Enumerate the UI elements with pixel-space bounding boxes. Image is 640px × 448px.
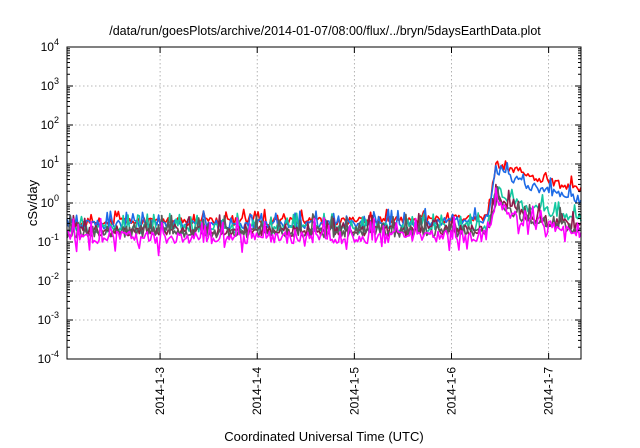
axis-ticks (67, 46, 581, 360)
x-tick-label: 2014-1-5 (347, 367, 361, 415)
x-tick-label: 2014-1-7 (542, 367, 556, 415)
y-tick-label: 102 (41, 115, 59, 132)
y-tick-label: 10-3 (38, 310, 59, 327)
y-tick-labels: 10-4 10-3 10-2 10-1 100 101 102 103 104 (38, 37, 59, 366)
y-tick-label: 104 (41, 37, 59, 54)
y-tick-label: 10-2 (38, 271, 59, 288)
data-series (66, 160, 582, 257)
series-line-6 (66, 187, 582, 257)
x-tick-label: 2014-1-6 (444, 367, 458, 415)
x-axis-label: Coordinated Universal Time (UTC) (224, 429, 423, 444)
y-tick-label: 101 (41, 154, 59, 171)
y-tick-label: 103 (41, 76, 59, 93)
y-axis-label: cSv/day (25, 179, 40, 226)
y-tick-label: 100 (41, 193, 59, 210)
x-tick-label: 2014-1-4 (250, 367, 264, 415)
x-tick-label: 2014-1-3 (153, 367, 167, 415)
y-tick-label: 10-1 (38, 232, 59, 249)
y-tick-label: 10-4 (38, 349, 59, 366)
chart-title: /data/run/goesPlots/archive/2014-01-07/0… (109, 24, 541, 38)
grid-lines (67, 47, 581, 359)
x-tick-labels: 2014-1-3 2014-1-4 2014-1-5 2014-1-6 2014-1-7 (153, 367, 556, 415)
